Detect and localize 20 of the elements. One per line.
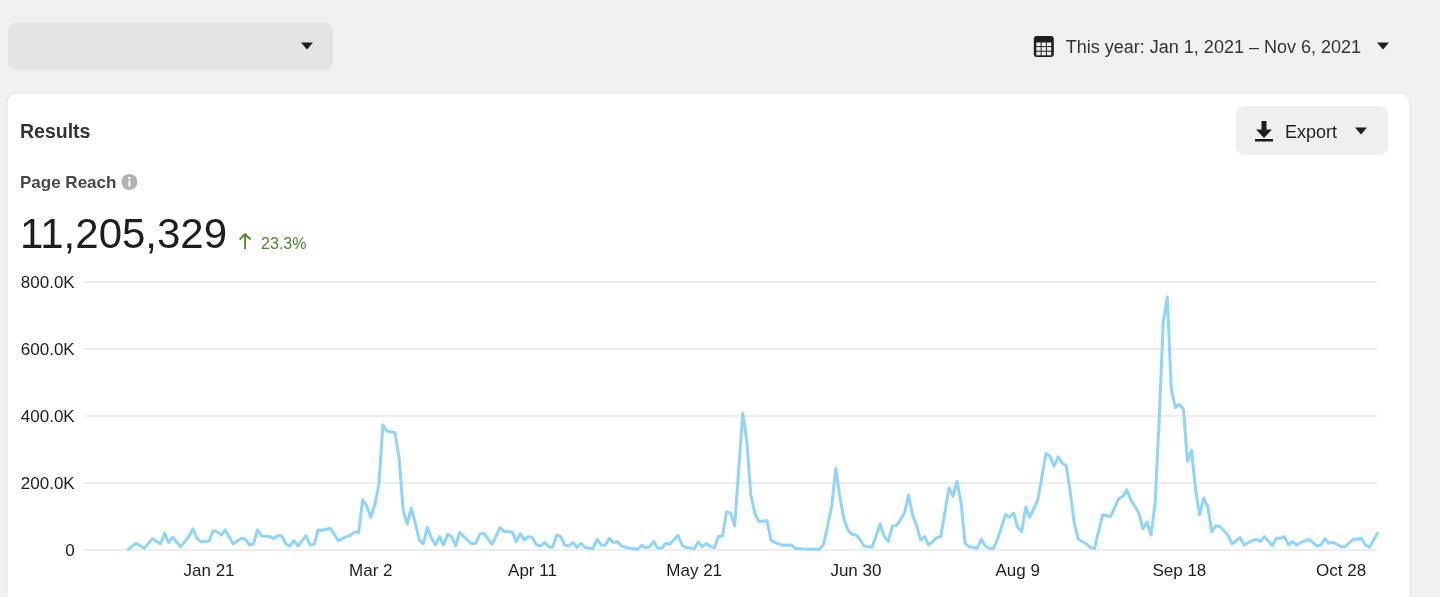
x-tick-label: May 21 xyxy=(666,561,723,580)
y-tick-label: 800.0K xyxy=(20,272,76,292)
y-tick-label: 200.0K xyxy=(20,473,76,493)
x-tick-label: Jun 30 xyxy=(830,561,882,580)
x-tick-label: Oct 28 xyxy=(1316,561,1367,580)
text: Export xyxy=(1285,121,1338,142)
x-tick-label: Jan 21 xyxy=(183,561,235,580)
text: This year: Jan 1, 2021 – Nov 6, 2021 xyxy=(1065,37,1361,57)
text: 23.3% xyxy=(261,235,307,252)
y-tick-label: 0 xyxy=(65,540,75,560)
chart-subtitle: Page Reach xyxy=(20,173,117,192)
text: 11,205,329 xyxy=(20,210,228,257)
y-tick-label: 600.0K xyxy=(20,339,76,359)
chart-title: Results xyxy=(20,120,91,142)
x-tick-label: Apr 11 xyxy=(508,561,557,580)
x-tick-label: Sep 18 xyxy=(1152,561,1207,580)
x-tick-label: Aug 9 xyxy=(995,561,1040,580)
x-tick-label: Mar 2 xyxy=(349,561,393,580)
line-series xyxy=(126,295,1379,551)
y-tick-label: 400.0K xyxy=(20,406,76,426)
